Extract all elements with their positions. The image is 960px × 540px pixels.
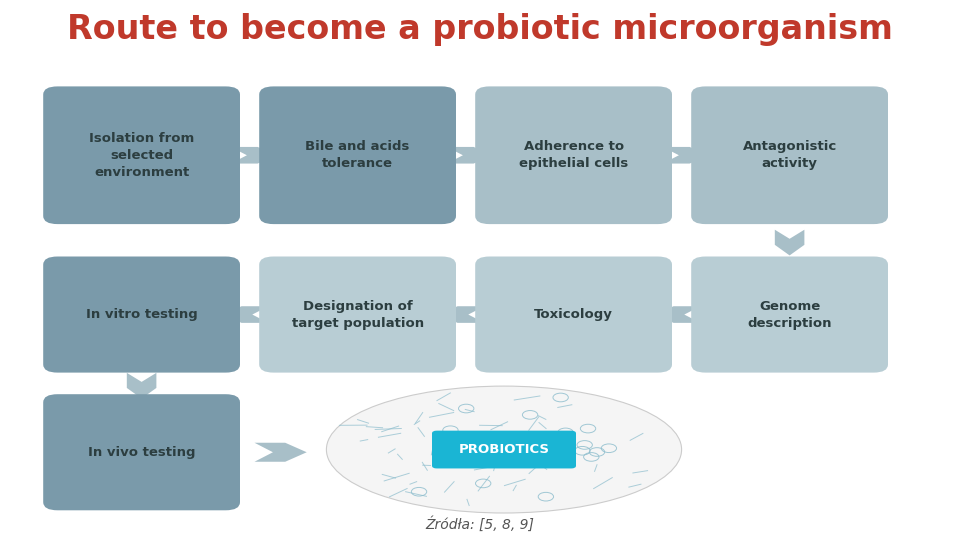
Text: In vivo testing: In vivo testing [88, 446, 195, 459]
FancyBboxPatch shape [475, 86, 672, 224]
Text: In vitro testing: In vitro testing [85, 308, 198, 321]
Text: Antagonistic
activity: Antagonistic activity [742, 140, 837, 170]
FancyBboxPatch shape [43, 256, 240, 373]
Polygon shape [127, 373, 156, 399]
Polygon shape [655, 306, 701, 323]
FancyBboxPatch shape [43, 86, 240, 224]
Text: Isolation from
selected
environment: Isolation from selected environment [89, 132, 194, 179]
Text: PROBIOTICS: PROBIOTICS [459, 443, 549, 456]
Text: Genome
description: Genome description [747, 300, 832, 329]
Text: Bile and acids
tolerance: Bile and acids tolerance [305, 140, 410, 170]
Polygon shape [446, 147, 492, 164]
FancyBboxPatch shape [432, 431, 576, 469]
Polygon shape [254, 443, 307, 462]
Text: Designation of
target population: Designation of target population [292, 300, 423, 329]
Polygon shape [439, 306, 485, 323]
FancyBboxPatch shape [475, 256, 672, 373]
FancyBboxPatch shape [259, 256, 456, 373]
Ellipse shape [326, 386, 682, 513]
Text: Toxicology: Toxicology [534, 308, 613, 321]
Polygon shape [230, 147, 276, 164]
Polygon shape [775, 230, 804, 255]
Text: Źródła: [5, 8, 9]: Źródła: [5, 8, 9] [425, 516, 535, 532]
FancyBboxPatch shape [691, 256, 888, 373]
FancyBboxPatch shape [43, 394, 240, 510]
Text: Adherence to
epithelial cells: Adherence to epithelial cells [519, 140, 628, 170]
FancyBboxPatch shape [691, 86, 888, 224]
Text: Route to become a probiotic microorganism: Route to become a probiotic microorganis… [67, 13, 893, 46]
Polygon shape [662, 147, 708, 164]
FancyBboxPatch shape [259, 86, 456, 224]
Polygon shape [223, 306, 269, 323]
